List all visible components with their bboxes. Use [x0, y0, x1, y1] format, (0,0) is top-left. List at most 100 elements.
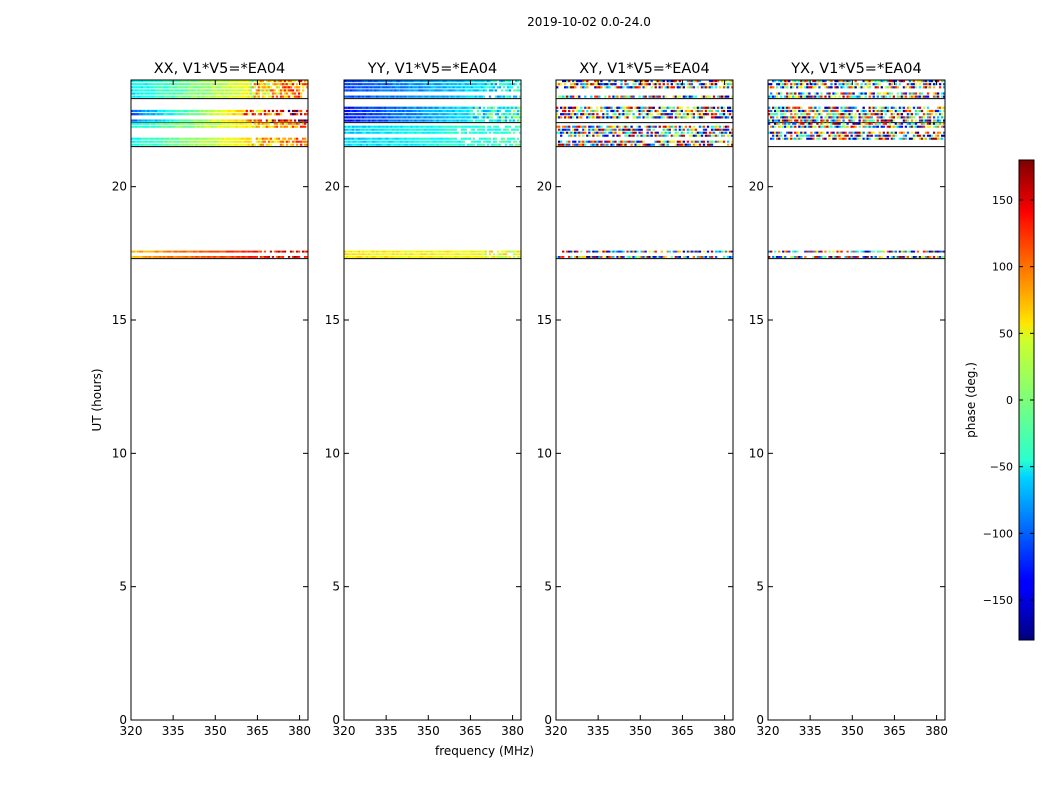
- phase-cell: [780, 131, 783, 134]
- phase-cell: [444, 137, 447, 140]
- phase-cell: [424, 128, 427, 131]
- phase-cell: [868, 122, 871, 125]
- phase-cell: [860, 134, 863, 137]
- phase-cell: [694, 95, 698, 98]
- phase-cell: [424, 140, 427, 143]
- phase-cell: [408, 128, 411, 131]
- phase-cell: [223, 250, 226, 253]
- phase-cell: [884, 92, 887, 95]
- phase-cell: [362, 125, 365, 128]
- phase-cell: [870, 113, 873, 116]
- phase-cell: [486, 143, 490, 146]
- phase-cell: [572, 134, 575, 137]
- phase-cell: [648, 143, 651, 146]
- phase-cell: [167, 256, 170, 258]
- phase-cell: [360, 116, 363, 119]
- phase-cell: [826, 131, 829, 134]
- phase-cell: [297, 109, 301, 113]
- phase-cell: [456, 83, 459, 86]
- phase-cell: [382, 125, 385, 128]
- phase-cell: [408, 256, 411, 258]
- phase-cell: [181, 80, 184, 83]
- phase-cell: [173, 80, 176, 83]
- phase-cell: [382, 119, 385, 122]
- phase-cell: [818, 109, 821, 113]
- phase-cell: [620, 128, 623, 131]
- phase-cell: [562, 256, 565, 258]
- phase-cell: [145, 80, 148, 83]
- phase-cell: [199, 80, 202, 83]
- phase-cell: [454, 131, 457, 134]
- phase-cell: [203, 140, 206, 143]
- phase-cell: [782, 83, 785, 86]
- phase-cell: [157, 113, 160, 116]
- phase-cell: [283, 119, 287, 122]
- phase-cell: [390, 128, 393, 131]
- phase-cell: [147, 140, 150, 143]
- phase-cell: [267, 89, 271, 92]
- phase-cell: [912, 80, 916, 83]
- phase-cell: [900, 92, 904, 95]
- phase-cell: [516, 119, 520, 122]
- phase-cell: [572, 131, 575, 134]
- phase-cell: [938, 113, 942, 116]
- phase-cell: [143, 113, 146, 116]
- phase-cell: [594, 140, 597, 143]
- phase-cell: [163, 256, 166, 258]
- phase-cell: [836, 134, 839, 137]
- phase-cell: [193, 80, 196, 83]
- phase-cell: [884, 86, 887, 89]
- phase-cell: [416, 89, 419, 92]
- phase-cell: [870, 131, 873, 134]
- phase-cell: [658, 86, 661, 89]
- phase-cell: [408, 89, 411, 92]
- phase-cell: [676, 95, 679, 98]
- phase-cell: [370, 125, 373, 128]
- phase-cell: [818, 86, 821, 89]
- phase-cell: [776, 134, 779, 137]
- phase-cell: [241, 113, 244, 116]
- phase-cell: [364, 86, 367, 89]
- phase-cell: [626, 134, 629, 137]
- phase-cell: [484, 83, 488, 86]
- phase-cell: [448, 106, 451, 109]
- phase-cell: [211, 83, 214, 86]
- phase-cell: [394, 95, 397, 98]
- phase-cell: [149, 140, 152, 143]
- phase-cell: [384, 119, 387, 122]
- phase-cell: [380, 250, 383, 253]
- phase-cell: [219, 143, 222, 146]
- phase-cell: [474, 253, 478, 256]
- phase-cell: [816, 116, 819, 119]
- phase-cell: [914, 134, 918, 137]
- phase-cell: [482, 113, 486, 116]
- phase-cell: [512, 250, 516, 253]
- phase-cell: [432, 113, 435, 116]
- phase-cell: [904, 109, 908, 113]
- phase-cell: [213, 140, 216, 143]
- phase-cell: [778, 109, 781, 113]
- phase-cell: [462, 256, 465, 258]
- phase-cell: [382, 253, 385, 256]
- phase-cell: [195, 86, 198, 89]
- phase-cell: [516, 128, 520, 131]
- phase-cell: [808, 109, 811, 113]
- phase-cell: [388, 137, 391, 140]
- phase-cell: [360, 256, 363, 258]
- phase-cell: [722, 86, 726, 89]
- phase-cell: [798, 106, 801, 109]
- phase-cell: [348, 86, 351, 89]
- phase-cell: [808, 95, 811, 98]
- phase-cell: [289, 83, 293, 86]
- phase-cell: [818, 113, 821, 116]
- phase-cell: [464, 86, 467, 89]
- phase-cell: [350, 253, 353, 256]
- phase-cell: [928, 134, 932, 137]
- phase-cell: [888, 116, 891, 119]
- phase-cell: [490, 109, 494, 113]
- phase-cell: [265, 122, 269, 125]
- phase-cell: [564, 80, 567, 83]
- phase-cell: [432, 86, 435, 89]
- phase-cell: [484, 86, 488, 89]
- phase-cell: [868, 137, 871, 140]
